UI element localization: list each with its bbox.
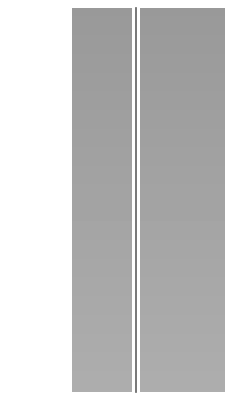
Bar [140,8,224,392]
Bar [72,8,131,392]
